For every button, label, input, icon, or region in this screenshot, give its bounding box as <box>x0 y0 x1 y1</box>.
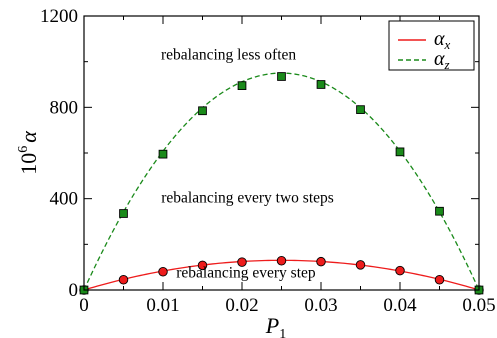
point-alpha_x <box>237 257 247 267</box>
point-alpha_z <box>119 209 128 218</box>
legend-label-0: αx <box>434 28 451 52</box>
y-axis-title-base: 10 <box>16 153 41 175</box>
point-alpha_z <box>198 106 207 116</box>
point-alpha_z <box>316 80 326 89</box>
x-axis-title-main: P <box>265 313 279 338</box>
point-alpha_x <box>197 260 208 271</box>
markers-layer <box>79 72 484 295</box>
point-alpha_x <box>276 256 287 266</box>
point-alpha_x <box>158 266 168 277</box>
y-tick-label: 400 <box>50 189 79 210</box>
x-tick-label: 0.02 <box>225 295 258 316</box>
annotations-layer: rebalancing less often rebalancing every … <box>161 46 334 281</box>
annotation-label: rebalancing every two steps <box>161 190 334 207</box>
point-alpha_z <box>158 149 168 159</box>
x-tick-label: 0.05 <box>462 295 495 316</box>
x-tick-label: 0.01 <box>146 295 179 316</box>
y-tick-label: 800 <box>50 97 79 118</box>
y-tick-label: 1200 <box>40 6 78 27</box>
axis-ticks: 0 0.01 0.02 0.03 0.04 0.05 0 400 800 1200 <box>40 6 496 316</box>
point-alpha_x <box>316 256 326 267</box>
annotation-label: rebalancing every step <box>176 264 316 281</box>
x-tick-label: 0.04 <box>383 295 417 316</box>
point-alpha_x <box>395 265 405 276</box>
annotation-label: rebalancing less often <box>161 46 296 63</box>
y-tick-label: 0 <box>69 280 79 301</box>
point-alpha_z <box>277 72 286 81</box>
legend-subscript: z <box>444 57 450 72</box>
legend-symbol: α <box>434 48 445 70</box>
point-alpha_x <box>434 274 445 285</box>
point-alpha_z <box>237 81 247 90</box>
y-axis-title-symbol: α <box>16 131 41 143</box>
y-axis-title: 106 α <box>16 131 41 175</box>
point-alpha_z <box>356 105 365 114</box>
legend-symbol: α <box>434 28 445 50</box>
y-axis-title-superscript: 6 <box>16 146 31 153</box>
point-alpha_x <box>355 260 366 270</box>
legend-subscript: x <box>444 37 451 52</box>
point-alpha_z <box>435 206 444 216</box>
point-alpha_z <box>395 147 405 157</box>
legend-box <box>388 20 475 71</box>
x-tick-label: 0 <box>79 295 89 316</box>
x-tick-label: 0.03 <box>304 295 337 316</box>
x-axis-title-subscript: 1 <box>279 327 286 338</box>
point-alpha_x <box>118 274 129 285</box>
x-axis-title: P1 <box>265 313 286 338</box>
legend-label-1: αz <box>434 48 450 72</box>
